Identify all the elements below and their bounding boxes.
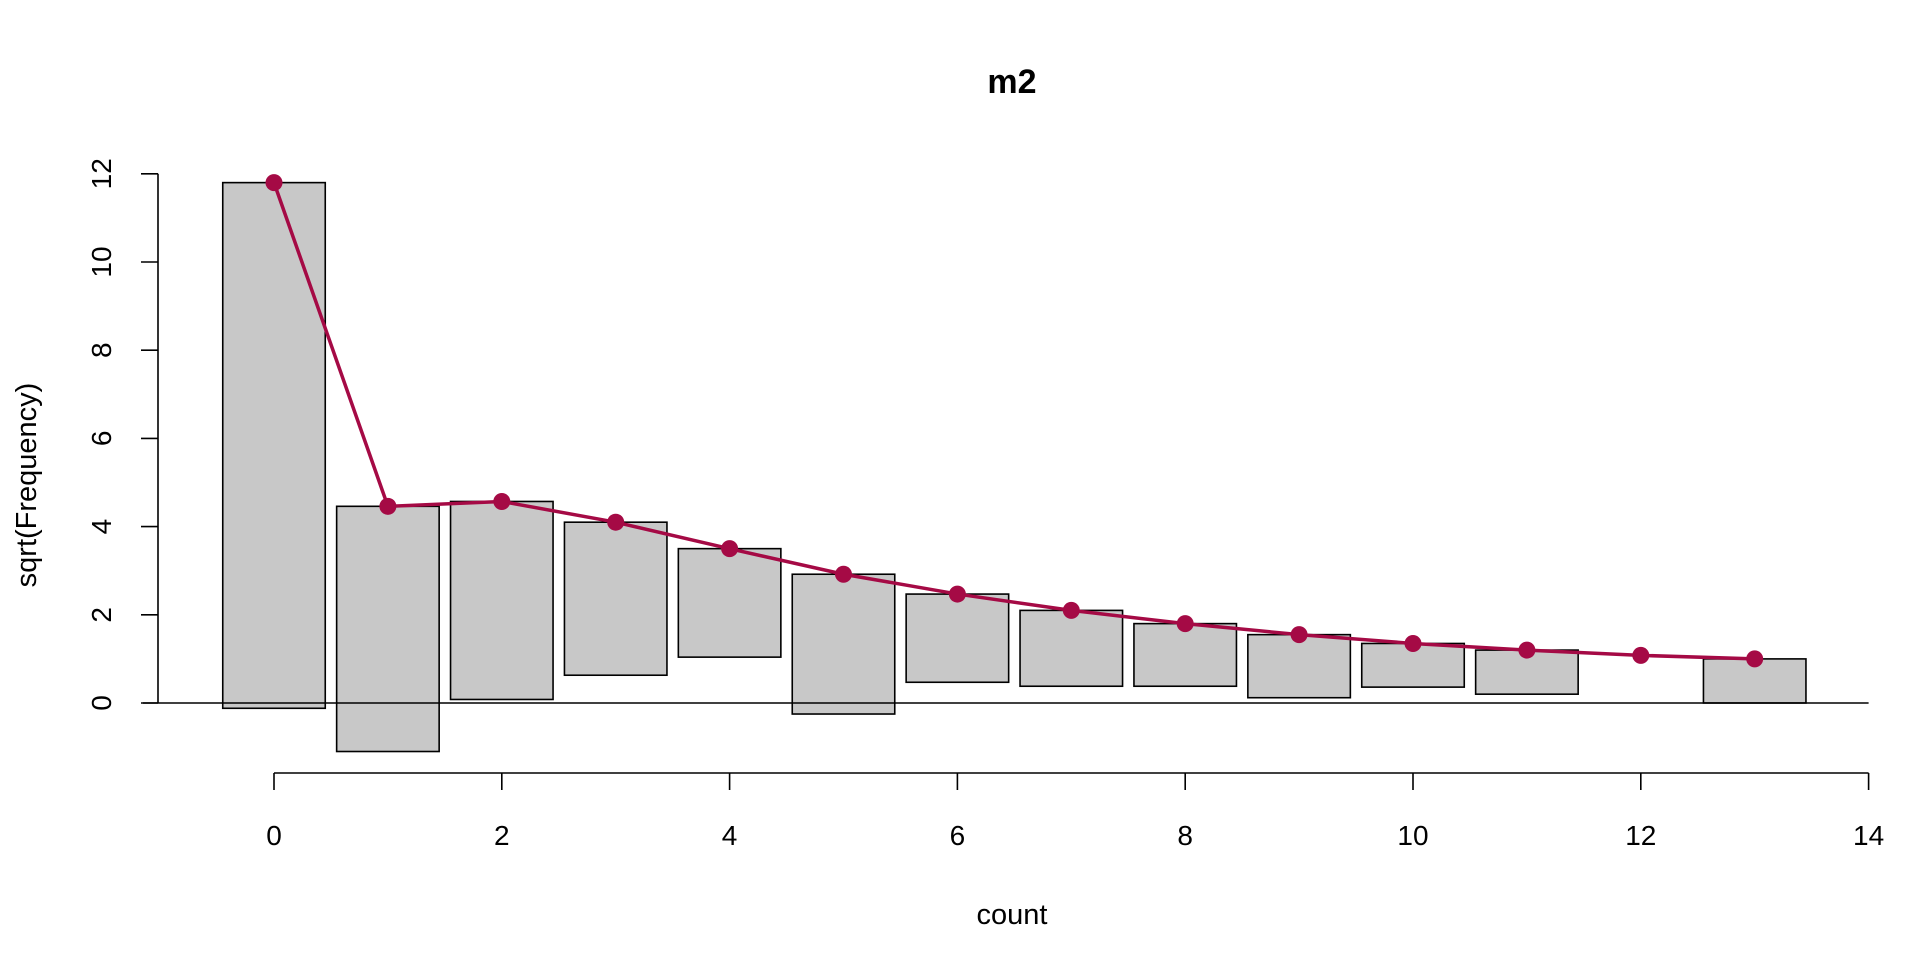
fitted-point-3 — [607, 513, 625, 531]
fitted-point-0 — [265, 174, 283, 192]
x-tick-label-14: 14 — [1853, 820, 1884, 851]
fitted-point-6 — [948, 585, 966, 603]
y-tick-label-12: 12 — [86, 158, 117, 189]
fitted-point-4 — [721, 540, 739, 558]
fitted-point-7 — [1062, 601, 1080, 619]
bar-8 — [1133, 622, 1238, 688]
x-tick-label-10: 10 — [1397, 820, 1428, 851]
fitted-point-9 — [1290, 626, 1308, 644]
bar-6 — [905, 593, 1010, 684]
y-tick-label-4: 4 — [86, 519, 117, 535]
fitted-line — [272, 182, 1755, 661]
fitted-point-11 — [1518, 641, 1536, 659]
fitted-point-1 — [379, 497, 397, 515]
bar-0 — [221, 181, 327, 710]
bar-4 — [677, 547, 782, 658]
y-tick-label-2: 2 — [86, 607, 117, 623]
bar-9 — [1247, 633, 1352, 699]
y-tick-label-0: 0 — [86, 695, 117, 711]
chart-title: m2 — [987, 63, 1036, 101]
y-tick-label-8: 8 — [86, 342, 117, 358]
x-tick-label-0: 0 — [266, 820, 282, 851]
y-axis-label: sqrt(Frequency) — [11, 383, 43, 588]
fitted-point-10 — [1404, 634, 1422, 652]
bar-3 — [563, 521, 668, 677]
bar-7 — [1019, 609, 1124, 688]
fitted-point-2 — [493, 492, 511, 510]
fitted-point-13 — [1746, 650, 1764, 668]
x-tick-label-4: 4 — [722, 820, 738, 851]
x-axis-label: count — [977, 899, 1048, 931]
fitted-point-8 — [1176, 615, 1194, 633]
x-tick-label-6: 6 — [950, 820, 966, 851]
x-axis: 0 2 4 6 8 10 12 14 — [266, 772, 1884, 851]
y-axis: 0 2 4 6 8 10 12 — [86, 158, 159, 711]
y-tick-label-6: 6 — [86, 431, 117, 447]
fitted-point-12 — [1632, 646, 1650, 664]
fitted-series-group — [265, 174, 1764, 668]
x-tick-label-2: 2 — [494, 820, 510, 851]
bar-1 — [335, 505, 440, 753]
fitted-point-5 — [835, 565, 852, 583]
x-tick-label-12: 12 — [1625, 820, 1656, 851]
y-tick-label-10: 10 — [86, 246, 117, 277]
x-tick-label-8: 8 — [1177, 820, 1193, 851]
bars-group — [221, 181, 1807, 753]
bar-2 — [449, 500, 554, 701]
bar-5 — [791, 573, 896, 715]
